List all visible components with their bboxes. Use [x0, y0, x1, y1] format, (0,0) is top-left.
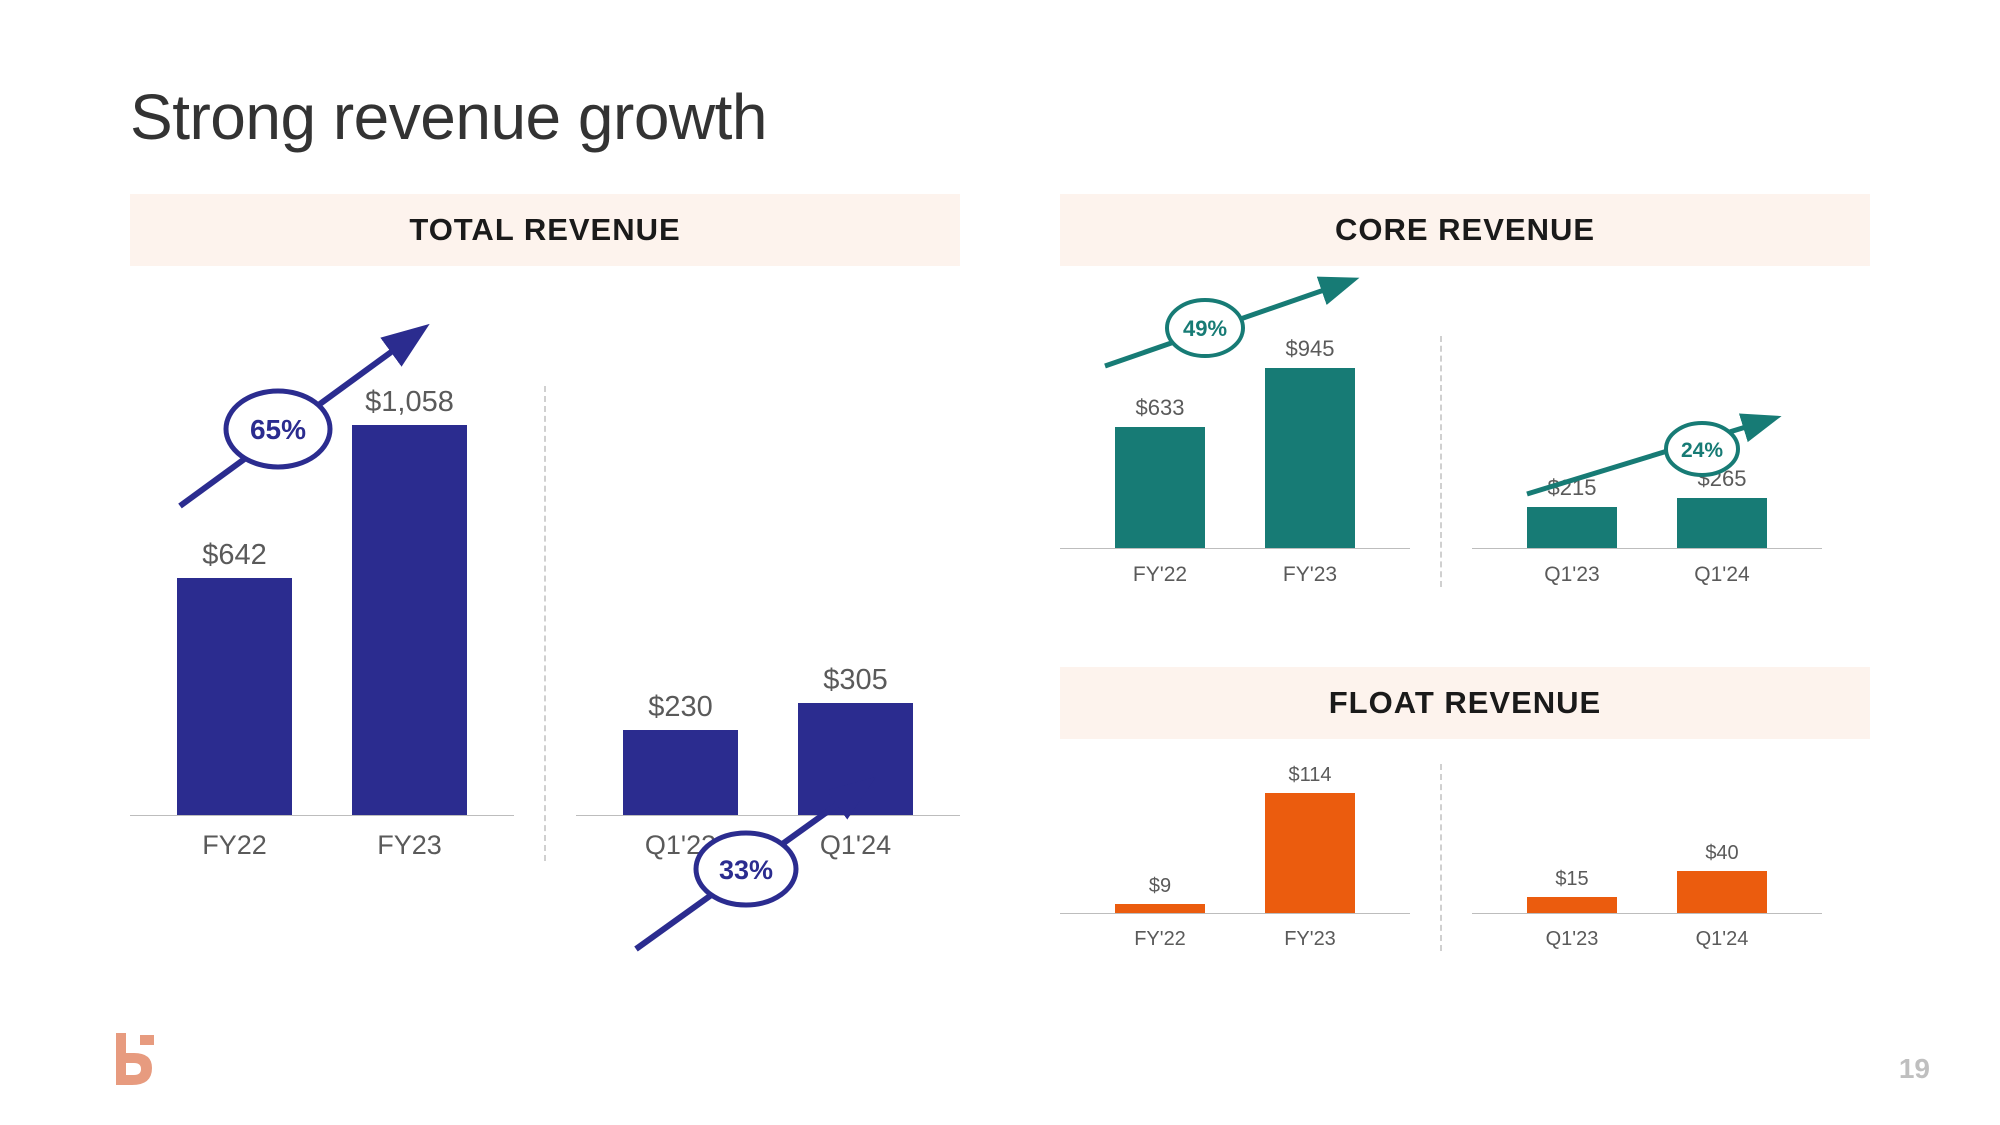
core-revenue-charts: 49% $633 $945 FY'22 FY [1060, 336, 1870, 587]
total-fy-chart: 65% $642 $1,058 FY22 F [130, 386, 514, 861]
content-area: TOTAL REVENUE 65% $642 [130, 194, 1880, 951]
bar-value: $1,058 [365, 386, 454, 419]
bar [798, 703, 913, 815]
bar-item: $305 [798, 664, 913, 815]
right-column: CORE REVENUE 49% $633 [1060, 194, 1870, 951]
slide: Strong revenue growth TOTAL REVENUE 65% … [0, 0, 2000, 1125]
bar-label: Q1'24 [1677, 563, 1767, 587]
bar-label: FY22 [177, 830, 292, 861]
bar-label: Q1'23 [623, 830, 738, 861]
bar-item: $265 [1677, 466, 1767, 548]
bar-value: $114 [1288, 764, 1331, 787]
bar-item: $15 [1527, 868, 1617, 913]
bar [1115, 904, 1205, 913]
bar-value: $305 [823, 664, 888, 697]
total-revenue-column: TOTAL REVENUE 65% $642 [130, 194, 960, 951]
bar-label: FY'22 [1115, 563, 1205, 587]
bar [1677, 871, 1767, 913]
bar-label: FY'23 [1265, 563, 1355, 587]
bar-group: $15 $40 [1472, 842, 1822, 914]
bar-group: $215 $265 [1472, 466, 1822, 549]
bar-value: $642 [202, 539, 267, 572]
bar-label: FY'22 [1115, 928, 1205, 951]
bar-group: $9 $114 [1060, 764, 1410, 914]
core-revenue-header: CORE REVENUE [1060, 194, 1870, 266]
bar-value: $633 [1136, 395, 1185, 421]
bar [1265, 368, 1355, 548]
bar-label: Q1'24 [1677, 928, 1767, 951]
bar-labels: Q1'23 Q1'24 [1472, 549, 1822, 587]
bar-value: $215 [1548, 475, 1597, 501]
bar [352, 425, 467, 815]
bar-value: $40 [1705, 842, 1738, 865]
bar-item: $40 [1677, 842, 1767, 913]
total-revenue-charts: 65% $642 $1,058 FY22 F [130, 386, 960, 861]
bar-group: $633 $945 [1060, 336, 1410, 549]
brand-logo-icon [110, 1029, 160, 1089]
bar-item: $114 [1265, 764, 1355, 913]
bar [1677, 498, 1767, 548]
bar [177, 578, 292, 815]
bar-labels: Q1'23 Q1'24 [1472, 914, 1822, 951]
bar [1527, 897, 1617, 913]
bar-item: $642 [177, 539, 292, 815]
bar-item: $230 [623, 691, 738, 815]
vertical-divider [1440, 336, 1442, 587]
core-fy-chart: 49% $633 $945 FY'22 FY [1060, 336, 1410, 587]
bar-label: FY'23 [1265, 928, 1355, 951]
bar-group: $230 $305 [576, 664, 960, 816]
bar-value: $230 [648, 691, 713, 724]
float-revenue-charts: $9 $114 FY'22 FY'23 [1060, 764, 1870, 951]
vertical-divider [544, 386, 546, 861]
bar-label: Q1'24 [798, 830, 913, 861]
bar-item: $945 [1265, 336, 1355, 548]
bar-item: $633 [1115, 395, 1205, 548]
page-number: 19 [1899, 1053, 1930, 1085]
bar-value: $15 [1555, 868, 1588, 891]
total-q-chart: 33% $230 $305 Q1'23 Q1 [576, 664, 960, 861]
bar-labels: FY22 FY23 [130, 816, 514, 861]
bar-item: $9 [1115, 875, 1205, 913]
total-revenue-header: TOTAL REVENUE [130, 194, 960, 266]
bar [623, 730, 738, 815]
vertical-divider [1440, 764, 1442, 951]
page-title: Strong revenue growth [130, 80, 1880, 154]
bar-labels: Q1'23 Q1'24 [576, 816, 960, 861]
bar-labels: FY'22 FY'23 [1060, 549, 1410, 587]
bar-value: $9 [1149, 875, 1171, 898]
bar-label: FY23 [352, 830, 467, 861]
float-revenue-header: FLOAT REVENUE [1060, 667, 1870, 739]
bar [1527, 507, 1617, 548]
bar-labels: FY'22 FY'23 [1060, 914, 1410, 951]
bar-label: Q1'23 [1527, 928, 1617, 951]
bar-group: $642 $1,058 [130, 386, 514, 816]
growth-pct: 24% [1681, 439, 1723, 462]
bar-value: $265 [1698, 466, 1747, 492]
core-q-chart: 24% $215 $265 Q1'23 Q1 [1472, 466, 1822, 587]
bar [1115, 427, 1205, 548]
bar-item: $215 [1527, 475, 1617, 548]
float-q-chart: $15 $40 Q1'23 Q1'24 [1472, 842, 1822, 951]
float-fy-chart: $9 $114 FY'22 FY'23 [1060, 764, 1410, 951]
bar [1265, 793, 1355, 913]
bar-label: Q1'23 [1527, 563, 1617, 587]
bar-item: $1,058 [352, 386, 467, 815]
bar-value: $945 [1286, 336, 1335, 362]
